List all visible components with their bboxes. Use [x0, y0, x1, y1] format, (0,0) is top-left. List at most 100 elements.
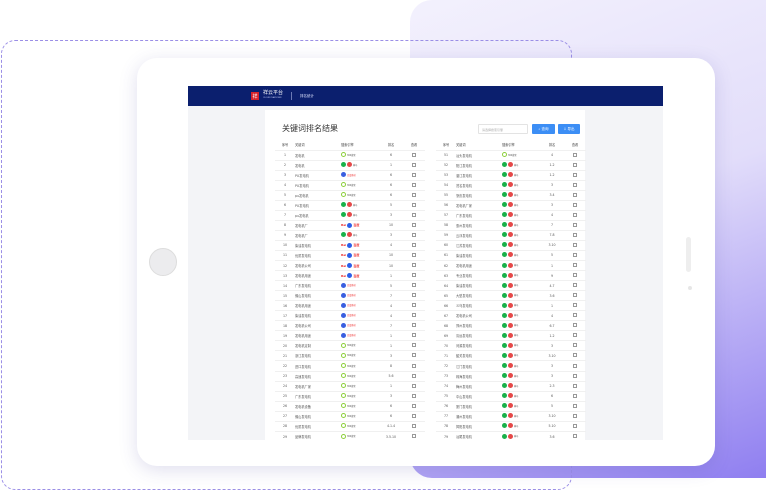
view-icon[interactable] [573, 343, 577, 348]
nav-item[interactable]: 排名统计 [300, 93, 315, 98]
row-view[interactable] [403, 310, 425, 321]
view-icon[interactable] [412, 403, 416, 408]
view-icon[interactable] [412, 232, 416, 237]
view-icon[interactable] [573, 202, 577, 207]
row-view[interactable] [564, 229, 586, 241]
view-icon[interactable] [573, 172, 577, 177]
row-view[interactable] [564, 300, 586, 311]
view-icon[interactable] [412, 283, 416, 288]
view-icon[interactable] [412, 212, 416, 217]
view-icon[interactable] [573, 323, 577, 328]
row-view[interactable] [403, 430, 425, 440]
row-view[interactable] [564, 169, 586, 181]
view-icon[interactable] [412, 353, 416, 358]
view-icon[interactable] [412, 303, 416, 308]
row-view[interactable] [403, 290, 425, 301]
row-view[interactable] [403, 189, 425, 201]
row-view[interactable] [564, 280, 586, 291]
engine-select[interactable]: 请选择搜索引擎 [478, 124, 528, 134]
view-icon[interactable] [412, 423, 416, 428]
row-view[interactable] [403, 400, 425, 412]
view-icon[interactable] [412, 172, 416, 177]
view-icon[interactable] [573, 293, 577, 298]
row-view[interactable] [403, 340, 425, 351]
row-view[interactable] [564, 400, 586, 412]
row-view[interactable] [403, 239, 425, 251]
view-icon[interactable] [573, 373, 577, 378]
row-view[interactable] [403, 380, 425, 392]
row-view[interactable] [403, 360, 425, 372]
row-view[interactable] [403, 330, 425, 341]
row-view[interactable] [564, 179, 586, 191]
view-icon[interactable] [412, 162, 416, 167]
row-view[interactable] [564, 410, 586, 422]
view-icon[interactable] [573, 423, 577, 428]
view-icon[interactable] [573, 393, 577, 398]
view-icon[interactable] [412, 263, 416, 268]
view-icon[interactable] [412, 363, 416, 368]
view-icon[interactable] [573, 252, 577, 257]
row-view[interactable] [564, 350, 586, 361]
row-view[interactable] [403, 350, 425, 361]
row-view[interactable] [564, 330, 586, 341]
view-icon[interactable] [412, 343, 416, 348]
view-icon[interactable] [412, 393, 416, 398]
row-view[interactable] [564, 260, 586, 271]
view-icon[interactable] [412, 252, 416, 257]
view-icon[interactable] [573, 283, 577, 288]
row-view[interactable] [403, 410, 425, 422]
view-icon[interactable] [573, 152, 577, 157]
view-icon[interactable] [412, 222, 416, 227]
view-icon[interactable] [573, 192, 577, 197]
view-icon[interactable] [412, 333, 416, 338]
row-view[interactable] [403, 209, 425, 221]
view-icon[interactable] [412, 413, 416, 418]
row-view[interactable] [564, 370, 586, 382]
view-icon[interactable] [412, 242, 416, 247]
view-icon[interactable] [412, 434, 416, 439]
row-view[interactable] [403, 370, 425, 382]
view-icon[interactable] [412, 152, 416, 157]
view-icon[interactable] [573, 182, 577, 187]
row-view[interactable] [403, 249, 425, 261]
view-icon[interactable] [412, 202, 416, 207]
row-view[interactable] [403, 390, 425, 402]
row-view[interactable] [564, 340, 586, 351]
row-view[interactable] [564, 310, 586, 321]
view-icon[interactable] [412, 182, 416, 187]
view-icon[interactable] [573, 413, 577, 418]
row-view[interactable] [564, 149, 586, 161]
row-view[interactable] [564, 239, 586, 251]
view-icon[interactable] [412, 192, 416, 197]
row-view[interactable] [403, 270, 425, 281]
view-icon[interactable] [573, 232, 577, 237]
view-icon[interactable] [573, 212, 577, 217]
view-icon[interactable] [412, 313, 416, 318]
row-view[interactable] [564, 420, 586, 432]
row-view[interactable] [564, 380, 586, 392]
row-view[interactable] [564, 249, 586, 261]
row-view[interactable] [403, 149, 425, 161]
row-view[interactable] [564, 430, 586, 440]
view-icon[interactable] [573, 303, 577, 308]
row-view[interactable] [403, 320, 425, 331]
view-icon[interactable] [573, 162, 577, 167]
logo[interactable]: 祥云平台 CLOUD PLATFORM [263, 91, 283, 101]
view-icon[interactable] [412, 273, 416, 278]
row-view[interactable] [403, 169, 425, 181]
view-icon[interactable] [573, 353, 577, 358]
view-icon[interactable] [412, 373, 416, 378]
export-button[interactable]: ⇩ 导出 [558, 124, 580, 134]
view-icon[interactable] [573, 333, 577, 338]
row-view[interactable] [564, 290, 586, 301]
row-view[interactable] [403, 260, 425, 271]
row-view[interactable] [564, 199, 586, 211]
row-view[interactable] [564, 209, 586, 221]
row-view[interactable] [564, 219, 586, 231]
row-view[interactable] [564, 360, 586, 372]
view-icon[interactable] [573, 403, 577, 408]
view-icon[interactable] [573, 383, 577, 388]
view-icon[interactable] [573, 273, 577, 278]
view-icon[interactable] [573, 263, 577, 268]
row-view[interactable] [403, 420, 425, 432]
